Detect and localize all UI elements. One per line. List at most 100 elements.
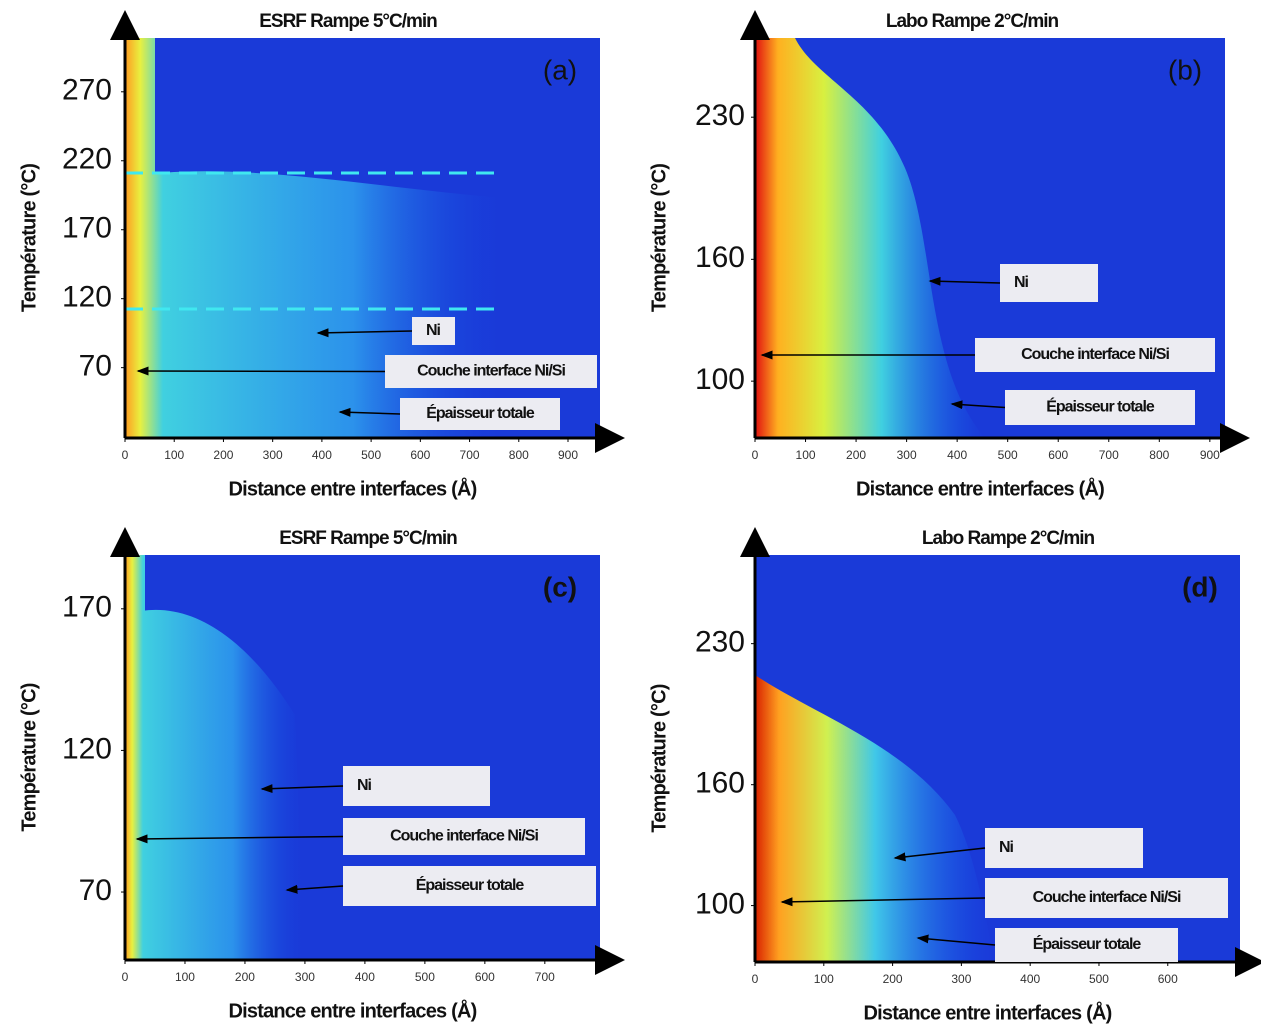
x-tick-label: 0: [752, 448, 759, 462]
x-tick-label: 400: [947, 448, 967, 462]
annotation-text: Ni: [999, 839, 1014, 856]
annotation-text: Ni: [426, 322, 441, 339]
panel: ESRF Rampe 5°C/min (a) 70 120 170 220 270 0 100 2…: [18, 10, 625, 500]
x-tick-label: 600: [410, 448, 430, 462]
x-tick-label: 200: [846, 448, 866, 462]
x-tick-label: 600: [1048, 448, 1068, 462]
annotation-text: Épaisseur totale: [1046, 397, 1155, 416]
annotation-box: [412, 317, 455, 345]
y-axis-label: Température (°C): [648, 164, 670, 312]
annotation-arrow: [136, 366, 386, 376]
x-tick-label: 500: [361, 448, 381, 462]
y-tick-label: 120: [62, 732, 112, 765]
x-tick-label: 100: [164, 448, 184, 462]
annotation-box: [400, 398, 560, 430]
annotation-arrow: [893, 847, 986, 862]
chart-title: Labo Rampe 2°C/min: [922, 528, 1095, 549]
y-tick-label: 230: [695, 99, 745, 132]
panel: Labo Rampe 2°C/min (b) 100 160 230 0 100 200 300…: [648, 10, 1250, 500]
x-tick-label: 100: [814, 972, 834, 986]
x-axis-label: Distance entre interfaces (Å): [228, 476, 476, 500]
annotation-text: Épaisseur totale: [416, 875, 525, 894]
annotation-text: Couche interface Ni/Si: [1021, 346, 1169, 363]
y-tick-label: 230: [695, 626, 745, 659]
annotation-box: [385, 355, 597, 388]
annotation-text: Couche interface Ni/Si: [1033, 889, 1181, 906]
x-tick-label: 100: [796, 448, 816, 462]
annotation-arrow: [338, 407, 401, 417]
y-axis-label: Température (°C): [18, 683, 40, 831]
y-tick-label: 120: [62, 281, 112, 314]
x-tick-label: 800: [509, 448, 529, 462]
annotation-arrow: [916, 934, 996, 946]
y-tick-label: 70: [79, 350, 112, 383]
heatmap-intensity: [755, 38, 985, 438]
x-axis-label: Distance entre interfaces (Å): [856, 476, 1104, 500]
annotation-text: Couche interface Ni/Si: [417, 363, 565, 380]
annotation-arrow: [285, 884, 344, 894]
y-tick-label: 170: [62, 212, 112, 245]
panel-label: (a): [543, 54, 577, 85]
x-tick-label: 500: [415, 970, 435, 984]
y-tick-label: 170: [62, 591, 112, 624]
x-axis-label: Distance entre interfaces (Å): [863, 1000, 1111, 1024]
x-tick-label: 300: [295, 970, 315, 984]
x-tick-label: 500: [1089, 972, 1109, 986]
x-tick-label: 0: [122, 970, 129, 984]
x-tick-label: 700: [460, 448, 480, 462]
x-tick-label: 300: [951, 972, 971, 986]
annotation-text: Épaisseur totale: [1033, 934, 1142, 953]
x-tick-label: 600: [475, 970, 495, 984]
panel: Labo Rampe 2°C/min (d) 100 160 230 0 100 200 300…: [648, 527, 1261, 1024]
x-tick-label: 400: [355, 970, 375, 984]
x-tick-label: 600: [1158, 972, 1178, 986]
x-tick-label: 300: [263, 448, 283, 462]
annotation-arrow: [928, 276, 1001, 286]
x-tick-label: 900: [1200, 448, 1220, 462]
panel: ESRF Rampe 5°C/min (c) 70 120 170 0 100 200 300 4…: [18, 527, 625, 1022]
x-tick-label: 700: [1099, 448, 1119, 462]
y-tick-label: 70: [79, 874, 112, 907]
annotation-text: Ni: [357, 777, 372, 794]
y-tick-label: 160: [695, 241, 745, 274]
y-tick-label: 100: [695, 363, 745, 396]
y-axis-label: Température (°C): [18, 164, 40, 312]
panel-label: (c): [543, 571, 577, 602]
x-tick-label: 400: [312, 448, 332, 462]
y-tick-label: 100: [695, 888, 745, 921]
annotation-arrow: [135, 834, 344, 844]
x-tick-label: 100: [175, 970, 195, 984]
annotation-box: [343, 766, 490, 806]
heatmap-intensity: [125, 38, 505, 438]
annotation-box: [975, 338, 1215, 372]
x-tick-label: 700: [535, 970, 555, 984]
y-tick-label: 160: [695, 767, 745, 800]
annotation-box: [1005, 390, 1195, 425]
x-tick-label: 0: [122, 448, 129, 462]
annotation-box: [985, 828, 1143, 868]
chart-title: ESRF Rampe 5°C/min: [259, 11, 437, 32]
annotation-box: [343, 818, 585, 855]
annotation-box: [995, 928, 1178, 962]
annotation-box: [985, 878, 1228, 918]
x-tick-label: 500: [998, 448, 1018, 462]
x-tick-label: 200: [883, 972, 903, 986]
annotation-arrow: [780, 897, 986, 907]
annotation-box: [1000, 264, 1098, 302]
annotation-text: Ni: [1014, 274, 1029, 291]
y-tick-label: 220: [62, 143, 112, 176]
annotation-box: [343, 866, 596, 906]
annotation-arrow: [950, 400, 1006, 410]
x-tick-label: 900: [558, 448, 578, 462]
annotation-text: Couche interface Ni/Si: [390, 828, 538, 845]
x-axis-label: Distance entre interfaces (Å): [228, 998, 476, 1022]
annotation-arrow: [260, 784, 344, 794]
heatmap-intensity: [125, 555, 305, 960]
heatmap-intensity: [755, 675, 995, 962]
x-tick-label: 200: [235, 970, 255, 984]
annotation-arrow: [316, 328, 413, 338]
panel-label: (d): [1182, 571, 1218, 602]
panel-label: (b): [1168, 54, 1202, 85]
y-axis-label: Température (°C): [648, 684, 670, 832]
